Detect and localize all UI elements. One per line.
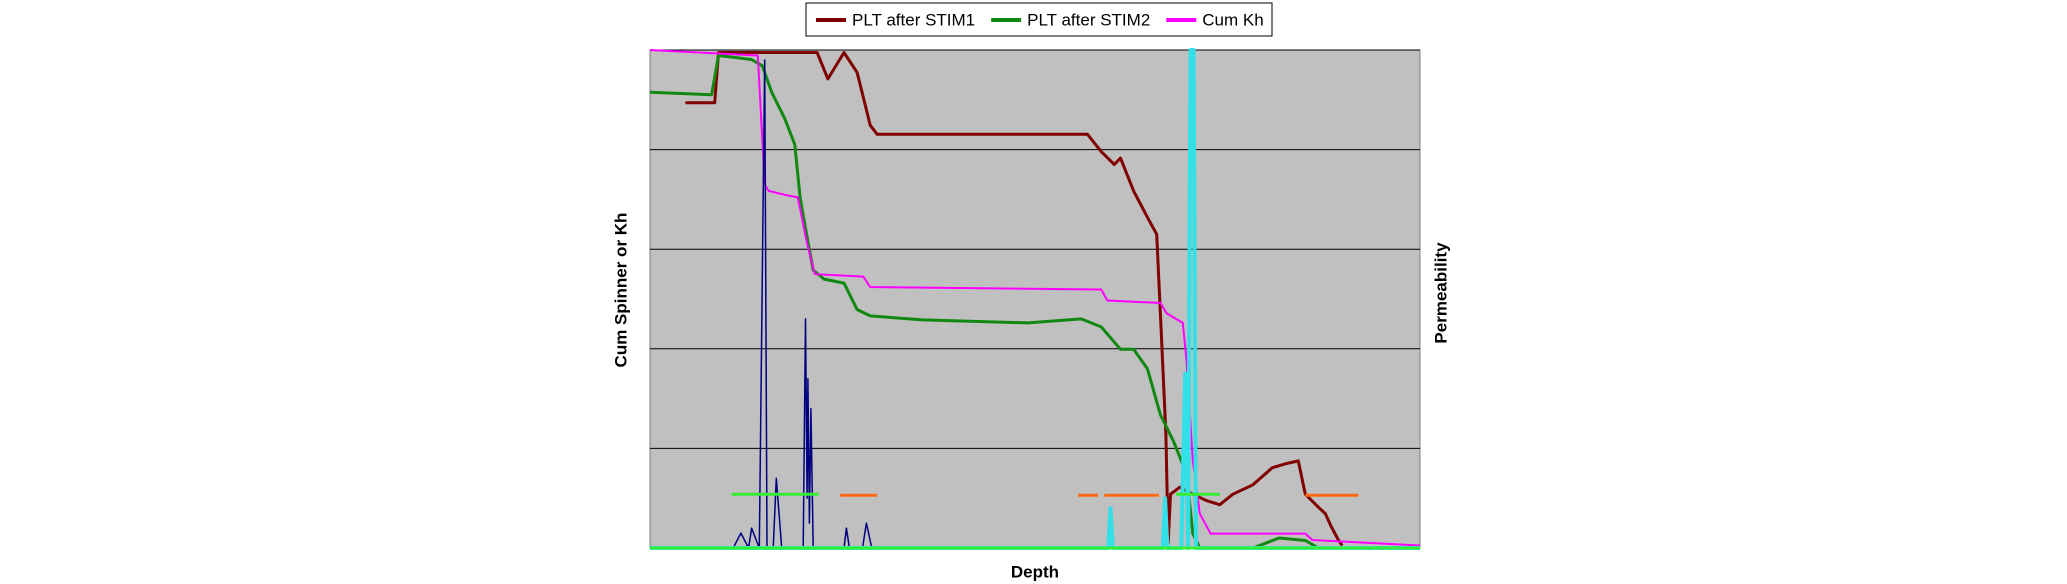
y-axis-title: Cum Spinner or Kh — [611, 213, 630, 368]
series-line — [650, 59, 1420, 549]
legend-box — [805, 2, 1273, 37]
series-group — [649, 48, 1421, 550]
legend-label: Cum Kh — [1202, 10, 1263, 29]
y2-axis-title: Permeability — [1431, 242, 1450, 344]
legend-label: PLT after STIM2 — [1027, 10, 1150, 29]
x-axis-title: Depth — [1011, 562, 1059, 581]
series-line — [649, 54, 1420, 550]
series-line — [685, 51, 1344, 547]
legend: PLT after STIM1 PLT after STIM2 Cum Kh — [816, 10, 1264, 29]
legend-label: PLT after STIM1 — [852, 10, 975, 29]
series-line — [649, 49, 1421, 547]
